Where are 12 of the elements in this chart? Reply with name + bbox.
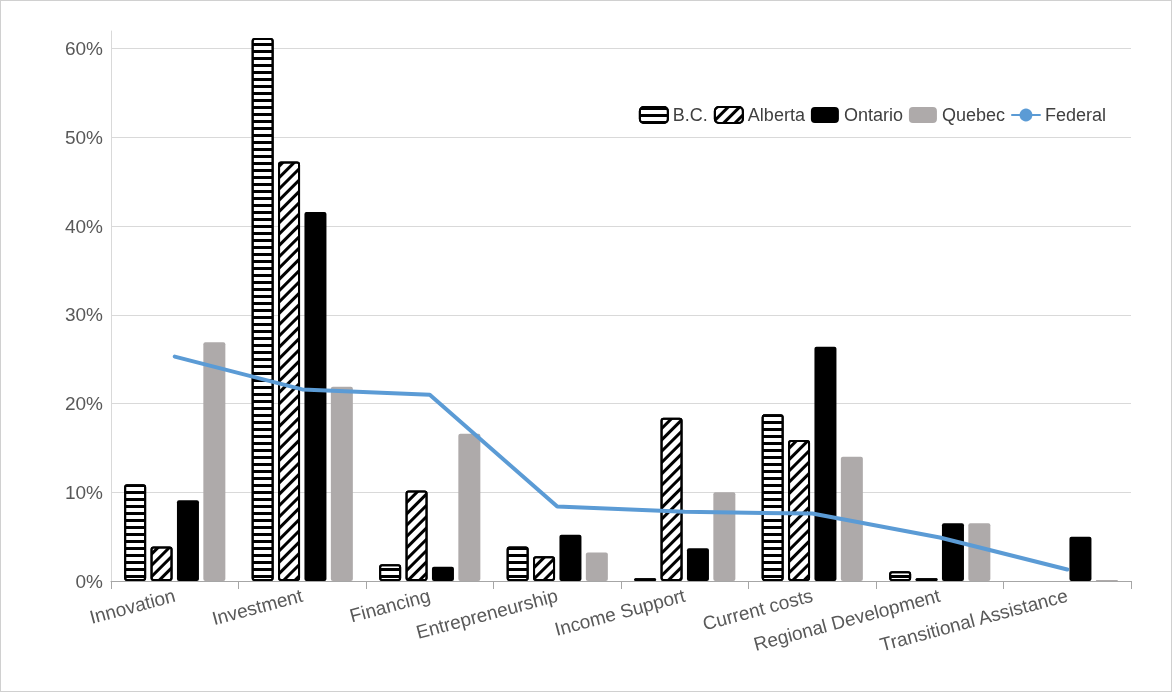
y-tick-label: 30%	[64, 304, 104, 326]
y-tick-label: 50%	[64, 126, 104, 148]
legend-label: Ontario	[843, 105, 903, 125]
y-tick-label: 20%	[64, 393, 104, 415]
y-tick-label: 40%	[64, 215, 104, 237]
y-tick-label: 10%	[64, 481, 104, 503]
legend-label: Alberta	[747, 105, 806, 125]
legend-label: Federal	[1044, 105, 1106, 125]
y-tick-label: 0%	[75, 570, 104, 592]
y-tick-label: 60%	[64, 38, 104, 60]
legend-label: Quebec	[941, 105, 1005, 125]
legend-label: B.C.	[672, 105, 708, 125]
